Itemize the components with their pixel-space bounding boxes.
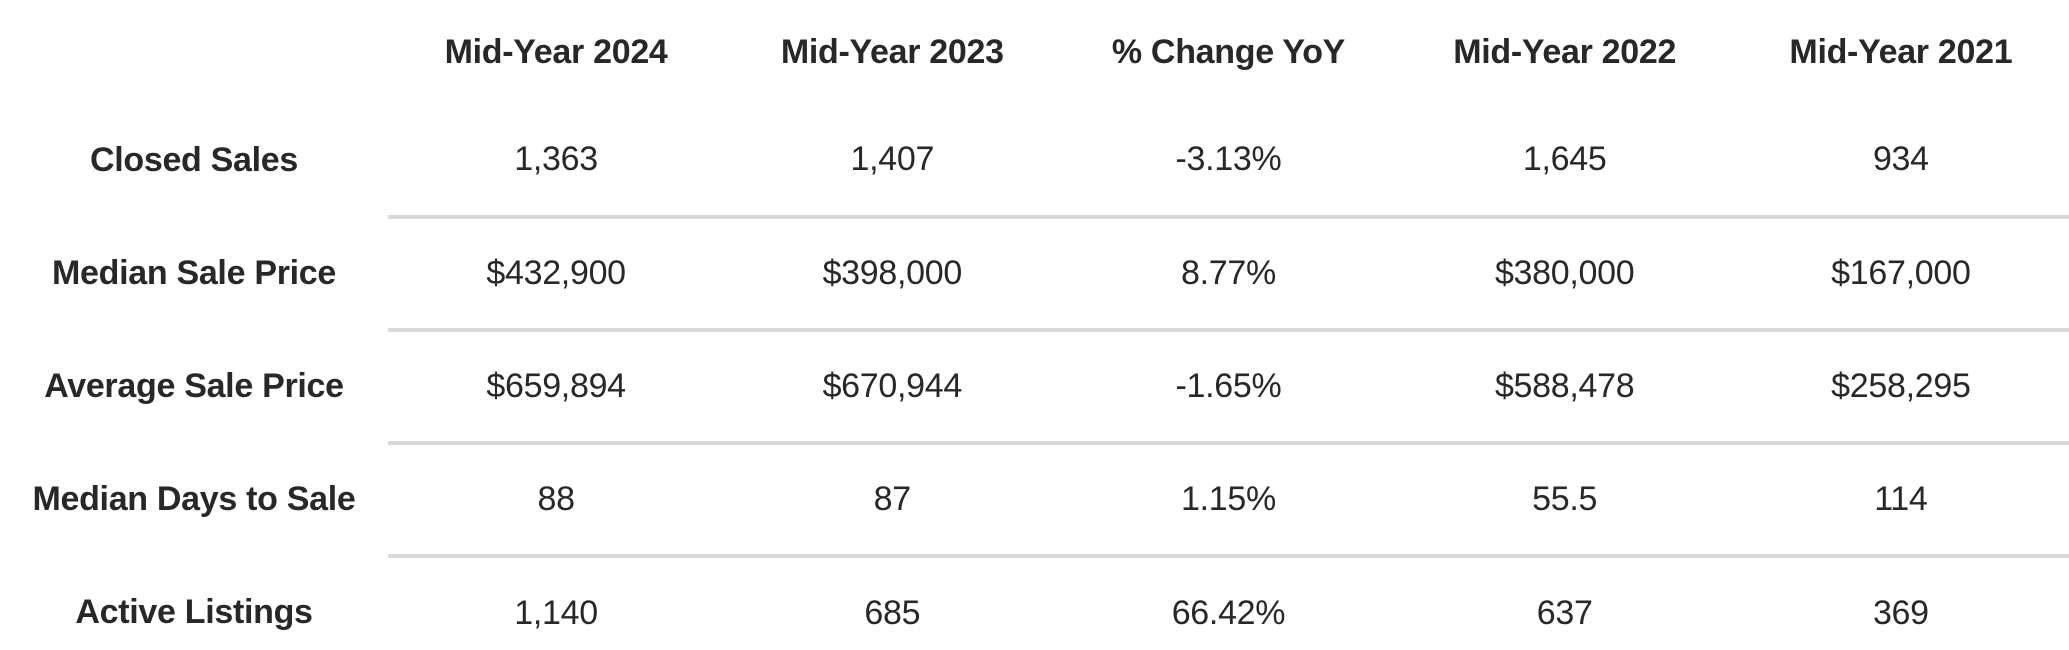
- table-cell: 1,140: [388, 554, 725, 650]
- column-header-midyear-2024: Mid-Year 2024: [444, 32, 668, 71]
- table-cell: 934: [1872, 140, 1929, 178]
- table-cell: 1,645: [1522, 140, 1607, 178]
- table-cell: $398,000: [724, 215, 1061, 330]
- row-label: Active Listings: [75, 593, 313, 631]
- row-label: Median Days to Sale: [32, 480, 356, 518]
- row-label: Median Sale Price: [51, 254, 337, 292]
- column-header-pct-change-yoy: % Change YoY: [1111, 32, 1346, 71]
- table-cell: -3.13%: [1175, 140, 1282, 178]
- table-cell: $167,000: [1732, 215, 2069, 330]
- table-cell: -1.65%: [1060, 328, 1397, 443]
- table-cell: 87: [724, 441, 1061, 556]
- column-header-midyear-2022: Mid-Year 2022: [1453, 32, 1677, 71]
- corner-cell: [0, 0, 388, 104]
- table-row-active-listings: Active Listings 1,140 685 66.42% 637 369: [0, 554, 2069, 650]
- row-label: Average Sale Price: [44, 367, 344, 405]
- table-cell: 114: [1732, 441, 2069, 556]
- column-header-midyear-2021: Mid-Year 2021: [1789, 32, 2013, 71]
- table-row-median-sale-price: Median Sale Price $432,900 $398,000 8.77…: [0, 215, 2069, 330]
- table-cell: 637: [1396, 554, 1733, 650]
- table-row-median-days-to-sale: Median Days to Sale 88 87 1.15% 55.5 114: [0, 441, 2069, 556]
- table-row-average-sale-price: Average Sale Price $659,894 $670,944 -1.…: [0, 328, 2069, 443]
- table-cell: 685: [724, 554, 1061, 650]
- table-cell: $588,478: [1396, 328, 1733, 443]
- header-row: Mid-Year 2024 Mid-Year 2023 % Change YoY…: [0, 0, 2069, 104]
- table-row-closed-sales: Closed Sales 1,363 1,407 -3.13% 1,645 93…: [0, 104, 2069, 217]
- table-cell: 1,363: [514, 140, 598, 178]
- table-cell: 1,407: [850, 140, 935, 178]
- table-cell: $670,944: [724, 328, 1061, 443]
- table-cell: 369: [1732, 554, 2069, 650]
- table-cell: $380,000: [1396, 215, 1733, 330]
- table-cell: $659,894: [388, 328, 725, 443]
- table-cell: 88: [388, 441, 725, 556]
- table-cell: 1.15%: [1060, 441, 1397, 556]
- table-cell: 55.5: [1396, 441, 1733, 556]
- table-cell: 66.42%: [1060, 554, 1397, 650]
- table-cell: $432,900: [388, 215, 725, 330]
- column-header-midyear-2023: Mid-Year 2023: [780, 32, 1004, 71]
- table-cell: $258,295: [1732, 328, 2069, 443]
- table-cell: 8.77%: [1060, 215, 1397, 330]
- row-label: Closed Sales: [89, 141, 299, 179]
